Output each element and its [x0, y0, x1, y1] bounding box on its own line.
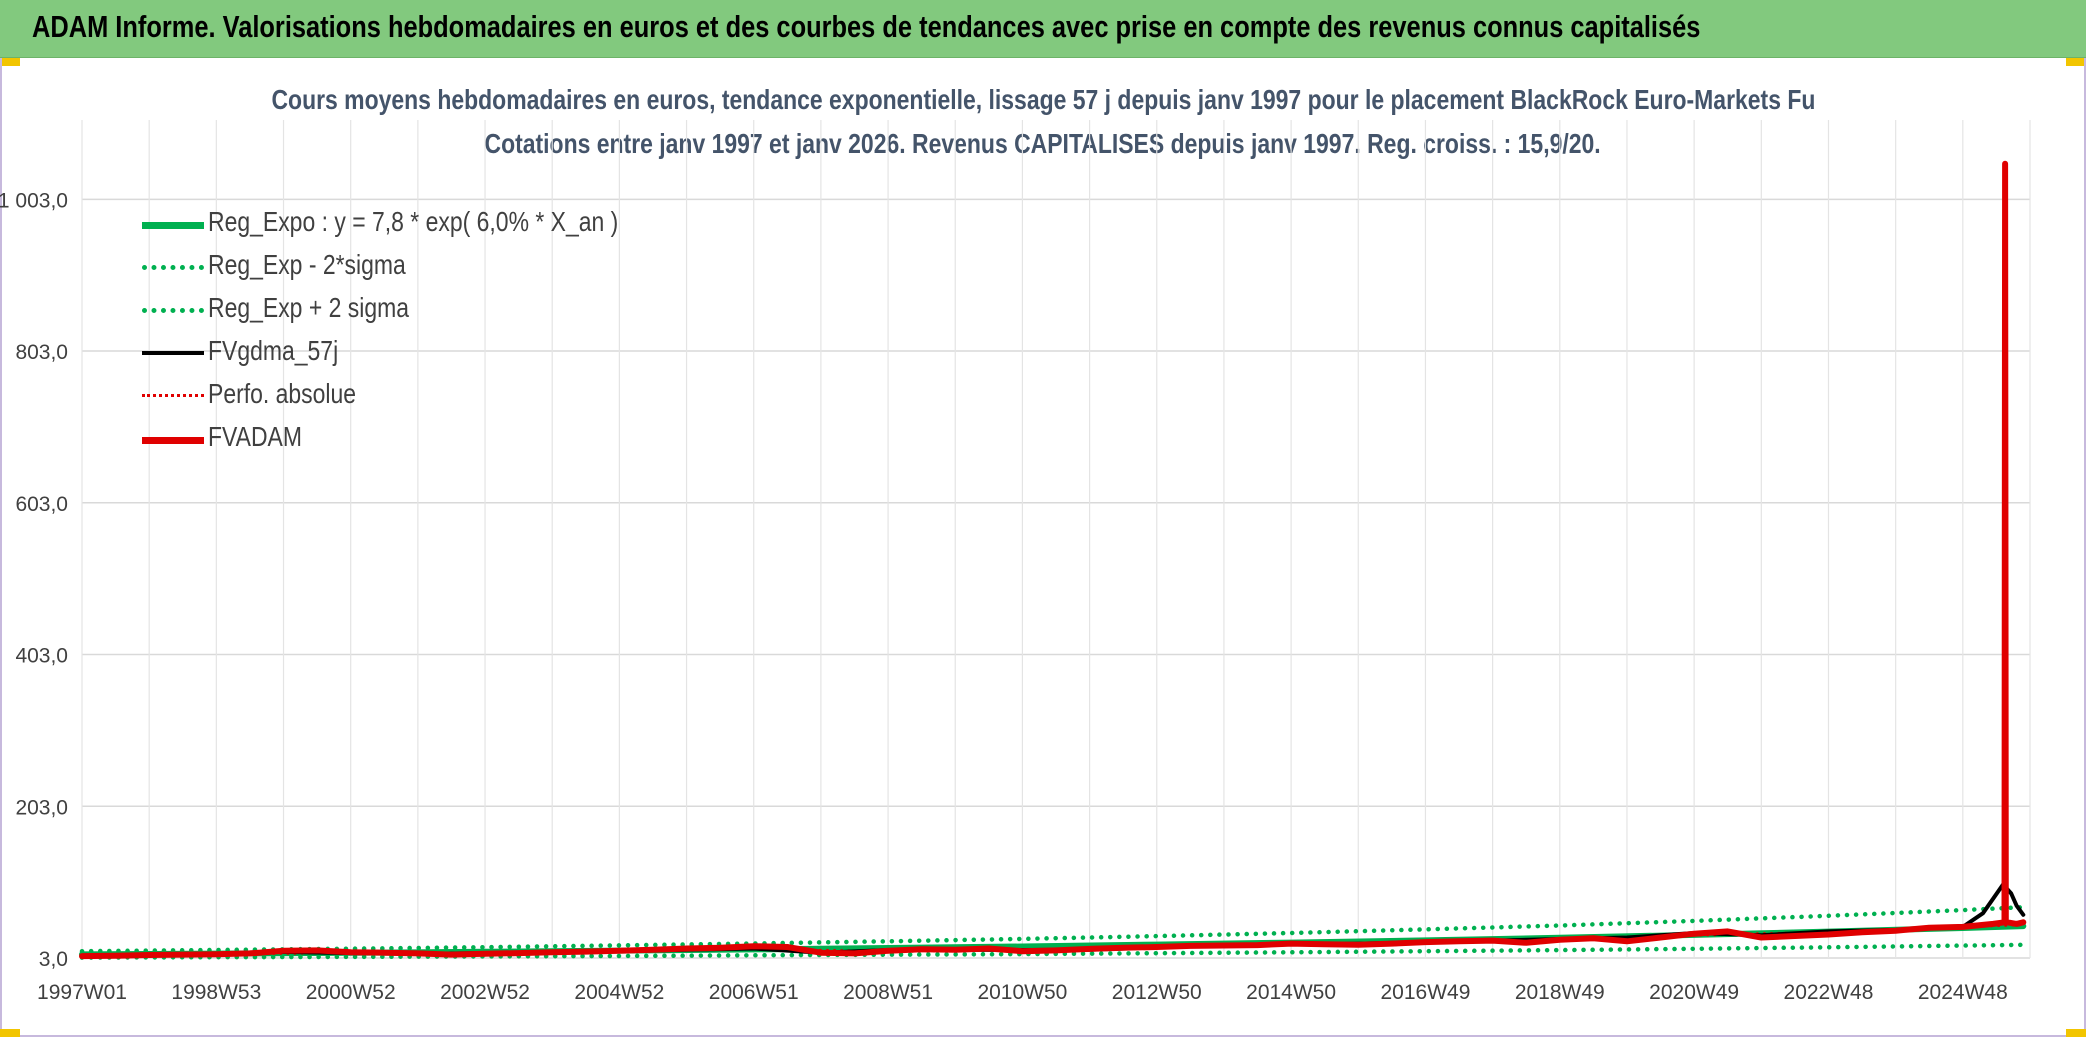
chart-legend: Reg_Expo : y = 7,8 * exp( 6,0% * X_an ) … [140, 202, 700, 460]
y-tick-label: 1 003,0 [0, 189, 68, 212]
x-tick-label: 2022W48 [1784, 981, 1874, 1004]
x-tick-label: 2012W50 [1112, 981, 1202, 1004]
series-line-reg-exp-2-sigma [79, 904, 2026, 954]
x-tick-label: 2002W52 [440, 981, 530, 1004]
x-tick-label: 2006W51 [709, 981, 799, 1004]
legend-item-perfo: Perfo. absolue [140, 374, 700, 417]
x-tick-label: 1997W01 [37, 981, 127, 1004]
x-tick-label: 2016W49 [1380, 981, 1470, 1004]
x-tick-label: 2014W50 [1246, 981, 1336, 1004]
corner-marker-left [0, 58, 20, 66]
x-tick-label: 2008W51 [843, 981, 933, 1004]
x-tick-label: 2018W49 [1515, 981, 1605, 1004]
corner-marker-bottom-left [0, 1029, 20, 1037]
grid-lines [81, 120, 2031, 959]
legend-item-fvgdma: FVgdma_57j [140, 331, 700, 374]
y-tick-label: 803,0 [15, 341, 68, 364]
legend-item-reg-expo: Reg_Expo : y = 7,8 * exp( 6,0% * X_an ) [140, 202, 700, 245]
x-tick-label: 2024W48 [1918, 981, 2008, 1004]
y-tick-label: 603,0 [15, 493, 68, 516]
x-tick-label: 2004W52 [574, 981, 664, 1004]
legend-swatch-dotted-green [142, 308, 204, 313]
series-line-fvadam [79, 160, 2027, 960]
legend-label: Reg_Expo : y = 7,8 * exp( 6,0% * X_an ) [208, 206, 619, 237]
corner-marker-bottom-right [2066, 1029, 2086, 1037]
y-tick-label: 203,0 [15, 796, 68, 819]
legend-swatch-solid-green [142, 222, 204, 229]
legend-item-fvadam: FVADAM [140, 417, 700, 460]
chart-title-line1: Cours moyens hebdomadaires en euros, ten… [271, 84, 1815, 115]
legend-swatch-solid-red [142, 437, 204, 444]
x-tick-label: 2020W49 [1649, 981, 1739, 1004]
y-tick-label: 403,0 [15, 645, 68, 668]
series-lines [79, 160, 2027, 960]
legend-item-reg-exp-minus: Reg_Exp - 2*sigma [140, 245, 700, 288]
legend-label: Reg_Exp - 2*sigma [208, 249, 406, 280]
x-tick-label: 2000W52 [306, 981, 396, 1004]
legend-label: Perfo. absolue [208, 378, 357, 409]
corner-marker-right [2066, 58, 2086, 66]
x-tick-label: 1998W53 [171, 981, 261, 1004]
legend-label: FVgdma_57j [208, 335, 339, 366]
report-banner: ADAM Informe. Valorisations hebdomadaire… [0, 0, 2086, 58]
y-tick-label: 3,0 [39, 948, 68, 971]
legend-label: FVADAM [208, 421, 302, 452]
legend-swatch-solid-black [142, 351, 204, 355]
legend-swatch-dotted-green [142, 265, 204, 270]
x-tick-label: 2010W50 [977, 981, 1067, 1004]
legend-swatch-dotted-red [142, 394, 204, 397]
axis-ticks: 3,0 203,0 403,0 603,0 803,0 1 003,0 1997W01 199… [0, 189, 2008, 1004]
chart-frame [0, 58, 2086, 1037]
legend-item-reg-exp-plus: Reg_Exp + 2 sigma [140, 288, 700, 331]
chart-title-line2: Cotations entre janv 1997 et janv 2026. … [484, 128, 1602, 159]
report-title: ADAM Informe. Valorisations hebdomadaire… [32, 9, 1701, 44]
legend-label: Reg_Exp + 2 sigma [208, 292, 410, 323]
series-line-reg-exp-2-sigma [79, 942, 2026, 960]
